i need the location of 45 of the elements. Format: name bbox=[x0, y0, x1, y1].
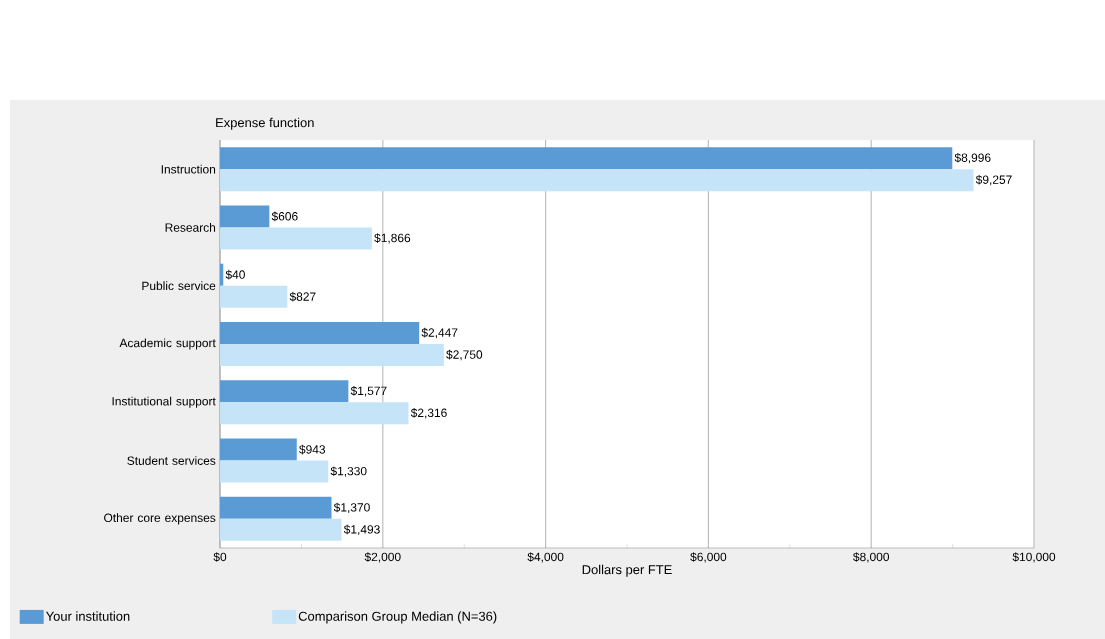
y-tick-label: Institutional support bbox=[112, 396, 216, 408]
y-tick-label: Other core expenses bbox=[104, 513, 216, 525]
data-label: $606 bbox=[271, 211, 298, 222]
data-label: $2,316 bbox=[410, 408, 447, 419]
data-label: $1,866 bbox=[374, 233, 411, 244]
y-tick-label: Academic support bbox=[119, 338, 216, 350]
x-tick-label: $6,000 bbox=[690, 552, 727, 563]
data-label: $9,257 bbox=[975, 174, 1012, 186]
bar bbox=[220, 147, 953, 170]
x-tick-label: $4,000 bbox=[527, 552, 564, 563]
data-label: $1,330 bbox=[330, 466, 367, 477]
bar bbox=[220, 402, 409, 425]
y-tick-label: Public service bbox=[142, 281, 216, 291]
data-label: $40 bbox=[225, 269, 245, 280]
bar bbox=[220, 205, 270, 228]
y-tick-label: Student services bbox=[127, 456, 216, 465]
x-tick-label: $0 bbox=[213, 552, 227, 562]
data-label: $943 bbox=[299, 444, 326, 455]
data-label: $8,996 bbox=[954, 152, 991, 164]
bar bbox=[220, 460, 329, 483]
x-tick-label: $2,000 bbox=[364, 552, 401, 563]
bar bbox=[220, 321, 420, 344]
data-label: $827 bbox=[289, 291, 316, 302]
bar bbox=[220, 227, 372, 250]
data-label: $2,447 bbox=[421, 327, 458, 339]
y-tick-label: Instruction bbox=[161, 164, 216, 174]
y-tick-label: Research bbox=[165, 223, 216, 232]
bar bbox=[220, 285, 288, 308]
data-label: $1,493 bbox=[343, 524, 380, 536]
bar bbox=[220, 343, 444, 366]
legend-label: Your institution bbox=[45, 611, 130, 621]
x-axis-title: Dollars per FTE bbox=[582, 564, 672, 577]
data-label: $1,577 bbox=[350, 386, 387, 397]
legend-label: Comparison Group Median (N=36) bbox=[298, 611, 497, 624]
bar bbox=[220, 496, 332, 519]
data-label: $2,750 bbox=[446, 349, 483, 361]
bar bbox=[220, 438, 297, 461]
y-axis-title: Expense function bbox=[216, 117, 314, 130]
x-tick-label: $8,000 bbox=[853, 552, 890, 563]
bar bbox=[220, 263, 224, 286]
bar bbox=[220, 169, 974, 192]
bar bbox=[220, 380, 349, 403]
bar bbox=[220, 518, 342, 541]
data-label: $1,370 bbox=[333, 502, 370, 514]
x-tick-label: $10,000 bbox=[1012, 552, 1056, 563]
